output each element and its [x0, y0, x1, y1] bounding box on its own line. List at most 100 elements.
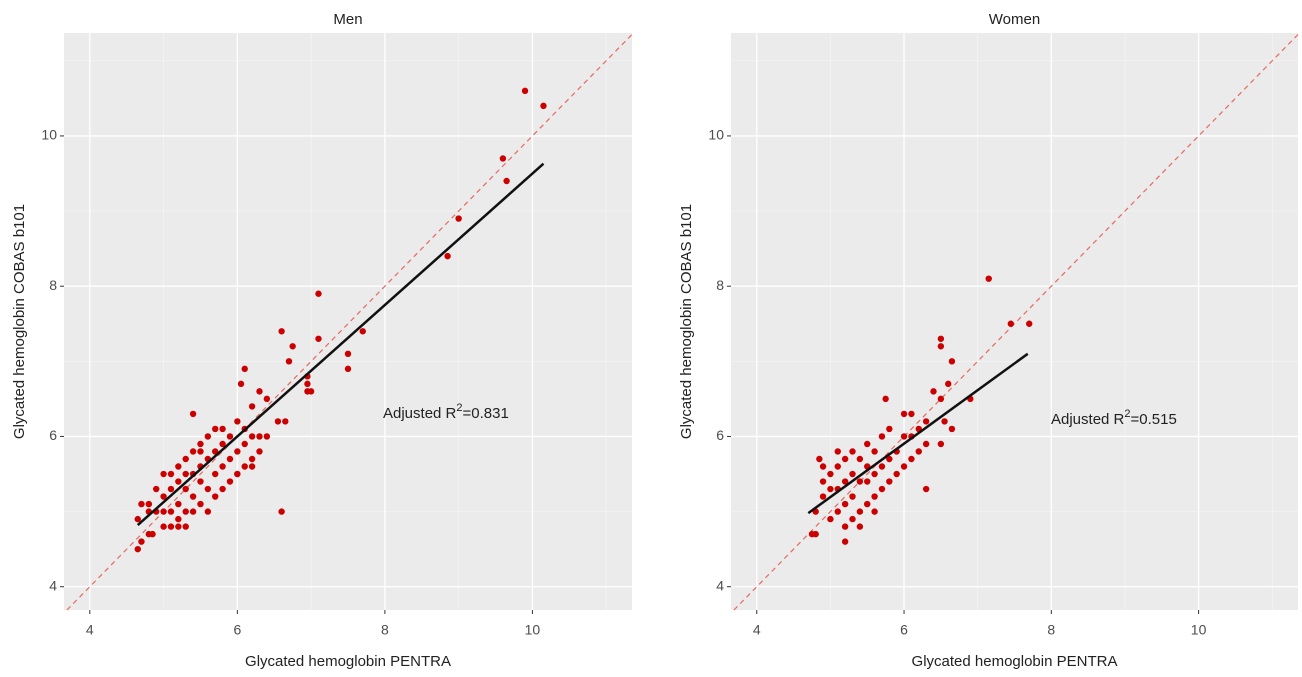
data-point [175, 500, 182, 508]
data-point [189, 448, 197, 455]
data-point [886, 455, 893, 463]
data-point [282, 418, 289, 425]
data-point [930, 388, 937, 395]
y-tick-label: 8 [49, 277, 57, 293]
data-point [819, 463, 827, 470]
data-point [226, 433, 234, 440]
y-tick-label: 10 [41, 127, 57, 143]
data-point [841, 538, 849, 545]
data-point [900, 410, 908, 418]
data-point [819, 493, 827, 500]
panel-background [64, 33, 632, 610]
data-point [900, 433, 908, 440]
y-tick-label: 8 [716, 277, 724, 293]
data-point [915, 448, 922, 455]
data-point [827, 515, 834, 523]
data-point [134, 545, 141, 553]
data-point [878, 463, 886, 470]
x-tick-label: 4 [753, 622, 761, 638]
data-point [864, 478, 871, 485]
data-point [937, 343, 945, 350]
data-point [937, 395, 945, 403]
annotation-part: =0.515 [1131, 411, 1177, 428]
data-point [248, 433, 256, 440]
annotation-part: =0.831 [463, 405, 509, 422]
data-point [175, 515, 182, 523]
y-axis-label: Glycated hemoglobin COBAS b101 [11, 204, 28, 439]
data-point [948, 358, 956, 365]
data-point [834, 448, 841, 455]
data-point [841, 455, 849, 463]
data-point [849, 448, 856, 455]
x-tick-label: 10 [525, 622, 541, 638]
x-tick-label: 10 [1191, 622, 1207, 638]
data-point [167, 508, 175, 515]
data-point [237, 380, 245, 388]
data-point [182, 508, 189, 515]
data-point [219, 440, 226, 448]
data-point [182, 523, 189, 530]
data-point [893, 470, 900, 478]
panel-background [731, 33, 1298, 610]
data-point [226, 478, 234, 485]
data-point [948, 425, 956, 433]
data-point [189, 493, 197, 500]
data-point [886, 425, 893, 433]
data-point [878, 485, 886, 493]
data-point [871, 470, 878, 478]
data-point [856, 478, 864, 485]
data-point [315, 290, 322, 297]
data-point [941, 418, 948, 425]
data-point [521, 87, 529, 95]
annotation: Adjusted R2=0.831 [383, 402, 509, 422]
data-point [175, 523, 182, 530]
data-point [182, 470, 189, 478]
data-point [263, 433, 271, 440]
data-point [882, 395, 889, 403]
data-point [922, 418, 930, 425]
x-tick-label: 6 [233, 622, 241, 638]
data-point [212, 493, 219, 500]
data-point [849, 515, 856, 523]
fit-line [807, 352, 1029, 515]
data-point [1007, 320, 1015, 327]
data-point [871, 493, 878, 500]
data-point [149, 530, 156, 538]
data-point [175, 463, 182, 470]
data-point [878, 433, 886, 440]
data-point [167, 523, 175, 530]
x-tick-label: 8 [381, 622, 389, 638]
data-point [241, 440, 248, 448]
data-point [540, 102, 547, 110]
data-point [256, 433, 263, 440]
data-point [248, 463, 256, 470]
data-point [900, 463, 908, 470]
data-point [219, 485, 226, 493]
data-point [197, 500, 204, 508]
data-point [937, 335, 945, 342]
data-point [849, 470, 856, 478]
annotation-part: Adjusted R [1051, 411, 1125, 428]
y-tick-label: 4 [716, 577, 724, 593]
data-point [278, 328, 285, 335]
data-point [856, 508, 864, 515]
data-point [359, 328, 366, 335]
data-point [226, 455, 234, 463]
data-point [819, 478, 827, 485]
data-point [256, 448, 263, 455]
data-point [841, 478, 849, 485]
data-point [189, 508, 197, 515]
data-point [204, 485, 212, 493]
data-point [212, 470, 219, 478]
panel-title: Women [989, 11, 1040, 28]
data-point [841, 523, 849, 530]
data-point [182, 455, 189, 463]
data-point [315, 335, 322, 342]
x-tick-label: 6 [900, 622, 908, 638]
data-point [834, 463, 841, 470]
data-point [344, 350, 352, 358]
data-point [444, 252, 451, 260]
data-point [153, 485, 160, 493]
data-point [834, 508, 841, 515]
